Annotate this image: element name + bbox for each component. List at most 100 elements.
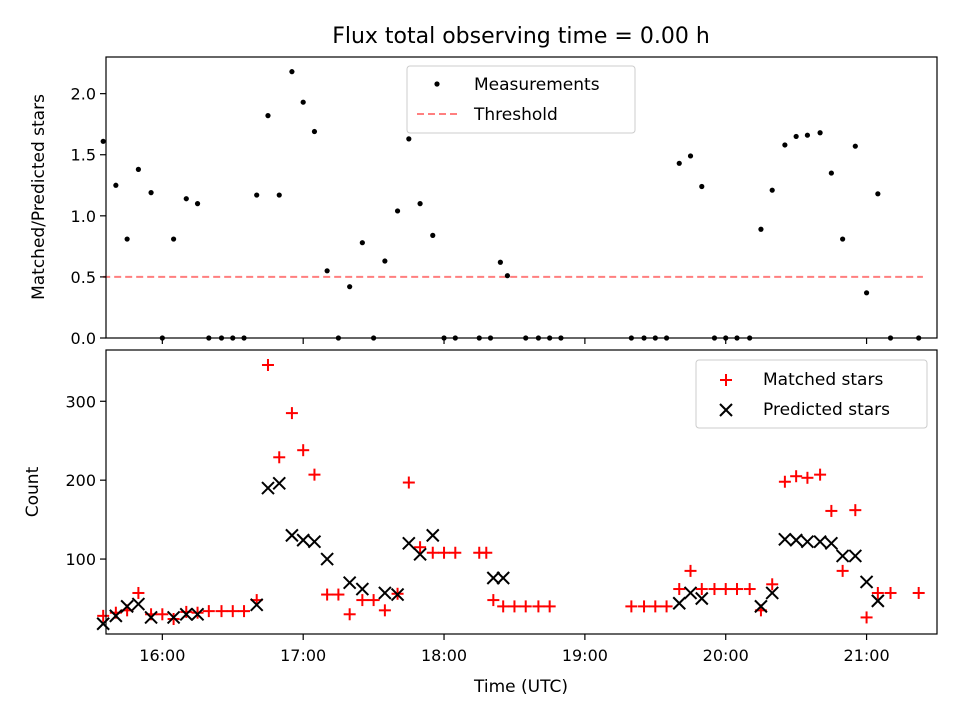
matched-star-point bbox=[778, 475, 791, 488]
measurement-point bbox=[840, 236, 846, 242]
matched-star-point bbox=[308, 468, 321, 481]
predicted-star-point bbox=[813, 534, 827, 549]
predicted-star-point bbox=[486, 571, 501, 585]
matched-star-point bbox=[215, 605, 228, 618]
measurement-point bbox=[804, 132, 811, 138]
bottom-x-axis-label: Time (UTC) bbox=[473, 677, 568, 697]
matched-star-point bbox=[180, 605, 193, 618]
bottom-panel: 100 200 300 16:00 17:00 18:00 19:00 20:00 21:00… bbox=[23, 349, 938, 697]
measurement-point bbox=[194, 201, 201, 207]
matched-star-point bbox=[414, 541, 427, 554]
predicted-star-stroke bbox=[355, 582, 370, 596]
measurement-point bbox=[793, 133, 799, 140]
predicted-star-stroke bbox=[120, 599, 134, 614]
predicted-star-stroke bbox=[486, 571, 501, 585]
matched-star-point bbox=[426, 546, 439, 559]
predicted-star-point bbox=[166, 610, 181, 625]
predicted-star-stroke bbox=[813, 534, 827, 549]
predicted-star-point bbox=[320, 552, 334, 566]
matched-star-point bbox=[167, 613, 180, 626]
predicted-star-stroke bbox=[179, 607, 193, 621]
measurement-point bbox=[254, 192, 260, 198]
bottom-ytick-label: 100 bbox=[65, 550, 96, 569]
matched-star-point bbox=[912, 586, 925, 599]
bottom-xtick-label: 21:00 bbox=[844, 646, 890, 665]
predicted-star-point bbox=[144, 610, 158, 625]
measurement-point bbox=[359, 240, 365, 246]
predicted-star-point bbox=[96, 617, 110, 631]
measurement-point bbox=[171, 236, 177, 242]
predicted-star-stroke bbox=[109, 609, 123, 623]
bottom-y-axis-label: Count bbox=[23, 466, 43, 517]
predicted-star-stroke bbox=[824, 536, 839, 550]
measurement-point bbox=[852, 143, 858, 149]
matched-star-point bbox=[226, 605, 239, 618]
matched-star-point bbox=[261, 358, 274, 371]
matched-star-point bbox=[332, 588, 345, 601]
matched-star-point bbox=[836, 564, 849, 577]
predicted-star-stroke bbox=[320, 552, 334, 566]
matched-star-point bbox=[532, 600, 545, 613]
matched-star-point bbox=[297, 444, 310, 457]
matched-star-point bbox=[356, 594, 369, 607]
top-legend: Measurements Threshold bbox=[406, 65, 636, 134]
predicted-star-stroke bbox=[272, 476, 286, 491]
matched-star-point bbox=[860, 611, 873, 624]
measurement-point bbox=[497, 259, 503, 265]
predicted-star-point bbox=[296, 533, 310, 547]
matched-star-point bbox=[202, 605, 215, 618]
matched-star-point bbox=[343, 608, 356, 621]
predicted-star-stroke bbox=[96, 617, 110, 631]
predicted-star-point bbox=[835, 549, 850, 563]
top-x-ticks bbox=[161, 338, 868, 344]
measurement-point bbox=[430, 232, 436, 238]
legend-predicted-marker bbox=[719, 403, 733, 417]
predicted-star-point bbox=[848, 549, 863, 563]
chart-title: Flux total observing time = 0.00 h bbox=[332, 24, 710, 49]
predicted-star-stroke bbox=[390, 587, 405, 602]
bottom-legend-box bbox=[695, 359, 928, 429]
predicted-star-stroke bbox=[672, 596, 686, 610]
predicted-star-stroke bbox=[871, 594, 885, 608]
top-y-axis-label: Matched/Predicted stars bbox=[29, 94, 49, 300]
measurement-point bbox=[406, 136, 412, 142]
predicted-star-point bbox=[179, 607, 193, 621]
measurement-point bbox=[758, 226, 764, 232]
matched-star-point bbox=[871, 586, 884, 599]
matched-star-point bbox=[480, 546, 493, 559]
predicted-star-point bbox=[672, 596, 686, 610]
predicted-star-stroke bbox=[683, 586, 698, 600]
predicted-star-point bbox=[355, 582, 370, 596]
matched-star-point bbox=[321, 588, 334, 601]
measurement-point bbox=[265, 113, 271, 119]
bottom-ytick-label: 200 bbox=[65, 471, 96, 490]
predicted-star-point bbox=[800, 534, 815, 549]
matched-star-point bbox=[378, 604, 391, 617]
matched-star-point bbox=[519, 600, 532, 613]
measurement-point bbox=[394, 208, 401, 214]
legend-measurements-label: Measurements bbox=[474, 75, 600, 95]
legend-threshold-label: Threshold bbox=[473, 105, 558, 125]
matched-star-point bbox=[191, 606, 204, 619]
matched-star-point bbox=[132, 586, 145, 599]
legend-matched-marker bbox=[720, 374, 732, 386]
measurement-point bbox=[100, 138, 106, 144]
bottom-legend: Matched stars Predicted stars bbox=[695, 359, 928, 429]
predicted-star-point bbox=[402, 536, 416, 550]
predicted-star-stroke bbox=[342, 576, 357, 590]
matched-star-point bbox=[790, 470, 803, 483]
matched-star-point bbox=[730, 583, 743, 596]
predicted-star-stroke bbox=[296, 533, 310, 547]
predicted-star-point bbox=[390, 587, 405, 602]
matched-star-point bbox=[695, 583, 708, 596]
top-axes-frame bbox=[105, 56, 938, 339]
matched-star-point bbox=[285, 407, 298, 420]
matched-star-point bbox=[487, 594, 500, 607]
predicted-star-stroke bbox=[800, 534, 815, 549]
matched-star-point bbox=[684, 564, 697, 577]
predicted-star-point bbox=[496, 571, 510, 585]
matched-star-point bbox=[801, 471, 814, 484]
predicted-star-stroke bbox=[378, 586, 392, 600]
bottom-xtick-label: 18:00 bbox=[421, 646, 467, 665]
